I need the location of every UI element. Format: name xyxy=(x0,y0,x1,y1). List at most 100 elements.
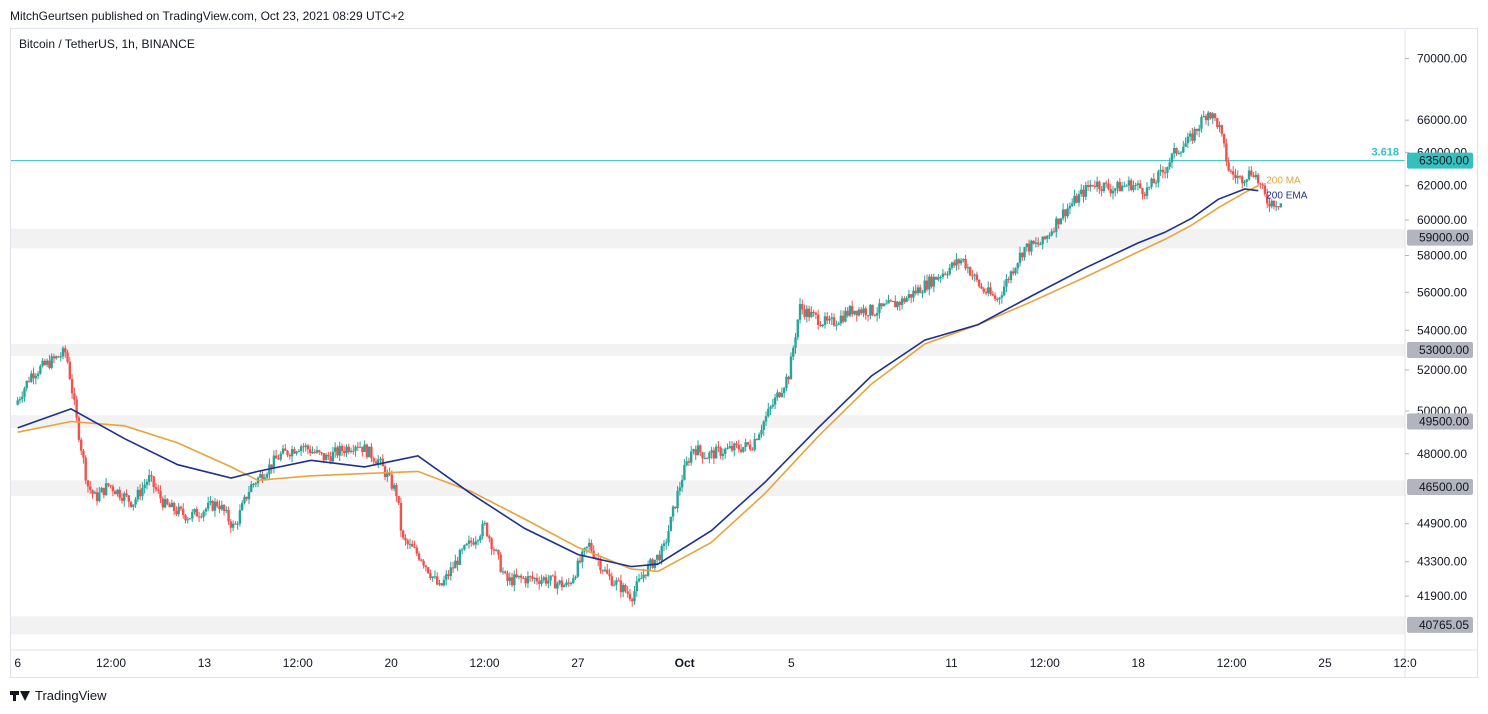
candle-body xyxy=(925,280,929,290)
candle-body xyxy=(631,599,634,602)
candle-body xyxy=(125,493,128,496)
candle-body xyxy=(356,446,360,448)
candle-body xyxy=(753,439,756,450)
candle-body xyxy=(699,445,702,453)
candle-body xyxy=(107,483,110,486)
candle-body xyxy=(805,308,809,317)
time-tick-label: 11 xyxy=(945,656,958,670)
candle-body xyxy=(1091,184,1094,186)
time-axis[interactable]: 6 12:00 13 12:00 20 12:00 27 Oct 5 11 12:00 18 12:00… xyxy=(11,649,1478,670)
time-tick-label: 6 xyxy=(14,656,21,670)
candle-body xyxy=(934,276,938,280)
candle-body xyxy=(928,276,931,290)
candle-body xyxy=(778,392,781,397)
candle-body xyxy=(152,476,155,488)
candle-body xyxy=(21,396,24,400)
tradingview-brand[interactable]: TradingView xyxy=(10,688,107,703)
candle-body xyxy=(746,442,750,445)
price-label-text: 40765.05 xyxy=(1419,618,1469,632)
candle-body xyxy=(236,523,239,525)
candle-body xyxy=(533,577,536,579)
candle-body xyxy=(1266,194,1269,204)
candle-body xyxy=(844,310,847,322)
candle-body xyxy=(1089,184,1092,188)
candle-body xyxy=(762,421,765,430)
candle-body xyxy=(513,574,516,586)
price-tick-label: 52000.00 xyxy=(1417,363,1467,377)
price-tick-label: 43300.00 xyxy=(1417,555,1467,569)
candle-body xyxy=(569,582,573,584)
candle-body xyxy=(392,484,396,489)
candle-body xyxy=(1025,243,1029,248)
candle-body xyxy=(401,530,405,538)
candle-body xyxy=(39,366,42,374)
candle-body xyxy=(794,337,797,348)
candle-body xyxy=(914,290,917,294)
candle-body xyxy=(1186,136,1190,144)
candle-body xyxy=(980,286,983,289)
candle-body xyxy=(721,453,725,456)
candle-body xyxy=(898,301,902,306)
candle-body xyxy=(1166,167,1169,173)
candle-body xyxy=(1050,231,1053,236)
candle-body xyxy=(254,483,257,485)
candle-body xyxy=(735,443,738,445)
candle-body xyxy=(195,508,199,517)
candle-body xyxy=(1009,271,1013,280)
candle-body xyxy=(767,408,770,417)
candle-body xyxy=(379,458,382,460)
candle-body xyxy=(1107,183,1110,190)
candle-body xyxy=(188,518,192,520)
candle-body xyxy=(259,474,262,478)
candle-body xyxy=(456,560,459,565)
candle-body xyxy=(415,547,418,554)
candle-body xyxy=(150,475,153,477)
candle-body xyxy=(132,504,135,507)
candle-body xyxy=(712,450,716,459)
candle-body xyxy=(1173,148,1176,154)
price-label-text: 63500.00 xyxy=(1419,154,1469,168)
candle-body xyxy=(644,574,648,576)
candle-body xyxy=(862,308,865,314)
candle-body xyxy=(279,453,282,460)
candle-body xyxy=(1068,205,1072,209)
candle-body xyxy=(404,537,407,541)
candle-body xyxy=(803,309,806,317)
candle-body xyxy=(136,489,140,500)
candle-body xyxy=(894,301,897,308)
candle-body xyxy=(161,498,165,508)
candle-body xyxy=(445,574,448,580)
candle-body xyxy=(975,274,979,280)
candle-body xyxy=(320,452,323,454)
candle-body xyxy=(826,316,829,321)
candle-body xyxy=(1216,118,1219,128)
candle-body xyxy=(1182,146,1185,153)
candle-body xyxy=(680,479,684,488)
candle-body xyxy=(819,325,822,327)
candle-body xyxy=(43,360,47,365)
candle-body xyxy=(218,506,221,510)
candle-body xyxy=(864,308,868,316)
candle-body xyxy=(200,516,203,518)
moving-average-lines: 200 MA 200 EMA xyxy=(17,176,1308,573)
candle-body xyxy=(485,522,489,537)
candle-body xyxy=(649,559,652,565)
candle-body xyxy=(324,454,328,461)
price-axis[interactable]: 70000.0066000.0064000.0062000.0060000.00… xyxy=(1404,29,1473,678)
price-label-text: 59000.00 xyxy=(1419,231,1469,245)
candle-body xyxy=(1061,209,1065,219)
candle-body xyxy=(640,578,643,580)
candle-body xyxy=(89,486,92,491)
candle-body xyxy=(93,492,96,494)
candle-body xyxy=(660,545,663,561)
zone-band xyxy=(11,616,1405,635)
time-tick-label: 12:00 xyxy=(1217,656,1247,670)
candle-body xyxy=(1209,112,1212,119)
candle-body xyxy=(515,574,518,578)
candle-body xyxy=(626,591,629,594)
candle-body xyxy=(45,360,49,365)
candle-body xyxy=(184,515,187,521)
candle-body xyxy=(692,449,695,452)
candle-body xyxy=(206,502,210,509)
